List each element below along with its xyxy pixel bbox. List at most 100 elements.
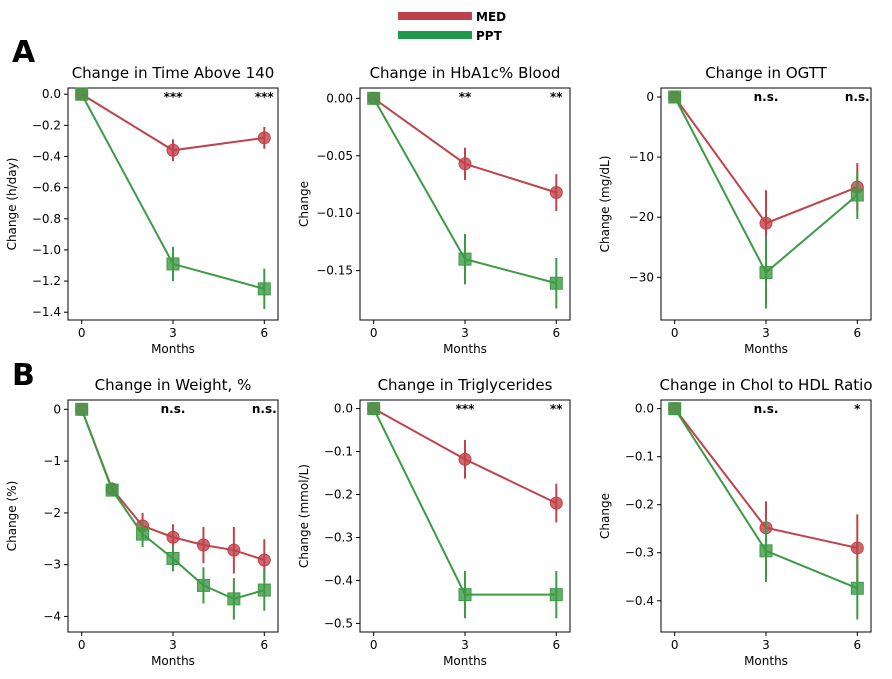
y-tick-label: −0.2 [324,488,353,502]
y-tick-label: −0.05 [316,149,353,163]
data-point-circle [549,496,563,510]
x-tick-label: 6 [260,326,268,340]
data-point-circle [850,541,864,555]
chart-5: Change in Triglycerides Months Change (mmo… [297,376,571,668]
data-point-square [166,257,180,271]
data-point-square [75,87,89,101]
series-med [367,91,563,211]
legend-swatch-ppt [398,31,472,39]
data-point-circle [458,452,472,466]
significance-label: ** [459,90,472,104]
y-tick-label: 0 [646,90,654,104]
y-tick-label: −0.10 [316,206,353,220]
y-tick-label: −30 [629,270,654,284]
series-ppt [668,402,864,620]
y-tick-label: −10 [629,150,654,164]
y-tick-label: −0.2 [32,118,61,132]
x-tick-label: 3 [169,326,177,340]
y-tick-label: 0.00 [326,91,353,105]
series-med [367,402,563,523]
x-tick-label: 6 [552,326,560,340]
x-tick-label: 3 [461,638,469,652]
data-point-square [367,91,381,105]
series-med [668,90,864,257]
series-ppt [367,402,563,619]
data-point-circle [227,543,241,557]
data-point-square [668,90,682,104]
data-point-square [549,588,563,602]
y-tick-label: 0 [53,402,61,416]
chart-title: Change in Triglycerides [378,376,553,394]
data-point-square [227,592,241,606]
x-tick-label: 6 [853,326,861,340]
chart-2: Change in HbA1c% Blood Months Change 0 3 6 0.0… [297,64,571,356]
x-tick-label: 0 [78,638,86,652]
x-axis-label: Months [744,654,788,668]
x-tick-label: 0 [671,638,679,652]
data-point-square [458,588,472,602]
data-point-circle [196,538,210,552]
y-tick-label: −20 [629,210,654,224]
legend-label-ppt: PPT [476,29,503,43]
y-tick-label: −3 [43,558,61,572]
chart-3: Change in OGTT Months Change (mg/dL) 0 3 6 0 −1… [598,64,872,356]
data-point-square [759,266,773,280]
y-tick-label: −0.6 [32,181,61,195]
data-point-square [257,583,271,597]
significance-label: n.s. [845,90,870,104]
panel-label-a: A [12,35,36,70]
x-tick-label: 0 [370,638,378,652]
significance-label: n.s. [754,402,779,416]
data-point-square [136,527,150,541]
chart-title: Change in Time Above 140 [72,64,275,82]
significance-label: *** [164,90,184,104]
y-tick-label: −0.4 [625,594,654,608]
x-tick-label: 3 [169,638,177,652]
data-point-circle [257,131,271,145]
x-tick-label: 6 [853,638,861,652]
y-tick-label: −0.8 [32,212,61,226]
significance-label: n.s. [161,402,186,416]
x-axis-label: Months [744,342,788,356]
data-point-circle [166,530,180,544]
y-axis-label: Change (mg/dL) [598,156,612,253]
chart-title: Change in OGTT [705,64,827,82]
series-ppt [367,91,563,309]
plot-frame [359,87,571,321]
charts: Change in Time Above 140 Months Change (h/… [5,64,873,668]
x-axis-label: Months [151,654,195,668]
plot-frame [67,87,279,321]
x-tick-label: 6 [260,638,268,652]
y-tick-label: −0.1 [625,450,654,464]
significance-label: * [854,402,861,416]
legend-label-med: MED [476,10,506,24]
plot-frame [67,399,279,633]
x-tick-label: 3 [762,326,770,340]
series-ppt [75,402,271,620]
x-axis-label: Months [443,654,487,668]
data-point-circle [257,553,271,567]
x-tick-label: 3 [461,326,469,340]
x-tick-label: 0 [370,326,378,340]
significance-label: *** [255,90,275,104]
chart-title: Change in Chol to HDL Ratio [659,376,872,394]
x-tick-label: 3 [762,638,770,652]
chart-title: Change in HbA1c% Blood [370,64,561,82]
data-point-square [367,402,381,416]
y-tick-label: −2 [43,506,61,520]
y-axis-label: Change (mmol/L) [297,464,311,568]
series-ppt [668,90,864,309]
y-tick-label: 0.0 [334,402,353,416]
y-axis-label: Change (%) [5,481,19,552]
data-point-square [196,578,210,592]
y-tick-label: −1.0 [32,243,61,257]
y-axis-label: Change [297,181,311,227]
y-tick-label: −0.4 [324,573,353,587]
y-tick-label: −0.3 [324,530,353,544]
significance-label: n.s. [252,402,277,416]
significance-label: *** [456,402,476,416]
panel-label-b: B [12,358,35,393]
y-tick-label: −0.1 [324,445,353,459]
y-tick-label: −1.4 [32,305,61,319]
